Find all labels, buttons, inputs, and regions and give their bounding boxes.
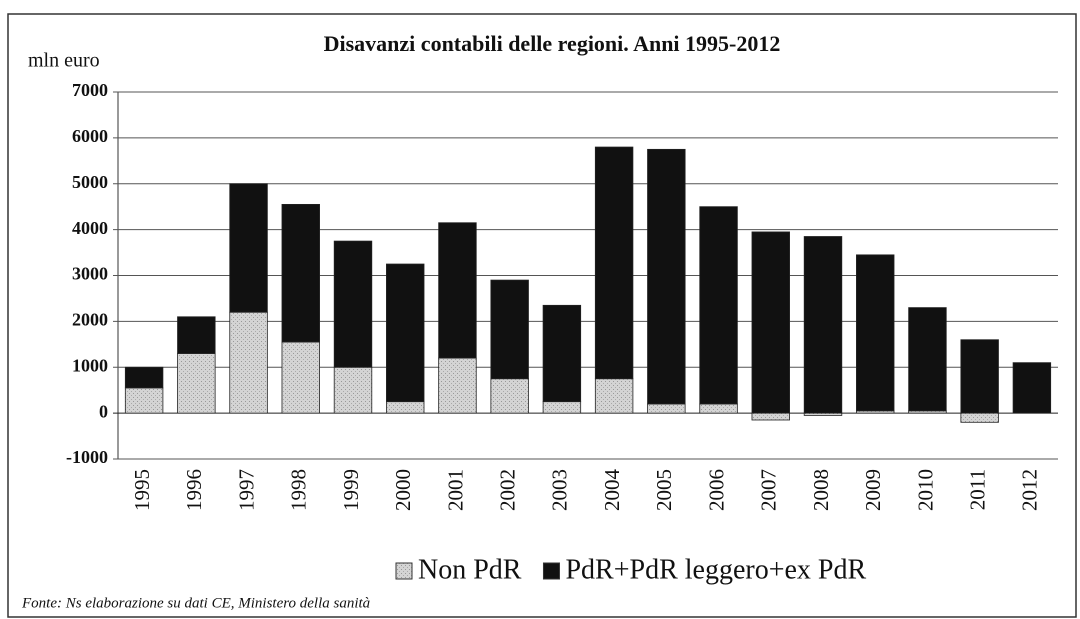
y-axis-label: mln euro bbox=[28, 50, 100, 72]
x-tick-label: 2005 bbox=[652, 469, 676, 511]
x-tick-label: 2007 bbox=[757, 469, 781, 511]
x-tick-label: 2011 bbox=[965, 469, 989, 510]
bar-segment bbox=[856, 254, 895, 412]
x-tick-label: 2001 bbox=[443, 469, 467, 511]
y-tick-label: 0 bbox=[99, 401, 108, 421]
bar-segment bbox=[594, 146, 634, 380]
bar-segment bbox=[438, 222, 477, 359]
bar-segment bbox=[542, 401, 582, 414]
bar-segment bbox=[594, 378, 634, 414]
bar-segment bbox=[542, 304, 582, 403]
bar-segment bbox=[438, 357, 477, 414]
frame bbox=[7, 13, 1077, 618]
bar-segment bbox=[386, 263, 425, 403]
y-tick-label: 1000 bbox=[72, 355, 108, 375]
x-tick-label: 1995 bbox=[130, 469, 154, 511]
y-tick-label: 7000 bbox=[72, 80, 108, 100]
legend-swatch bbox=[542, 562, 560, 580]
bar-segment bbox=[229, 311, 268, 414]
x-tick-label: 2009 bbox=[861, 469, 885, 511]
bar-segment bbox=[699, 206, 738, 405]
x-tick-label: 1999 bbox=[339, 469, 363, 511]
y-tick-label: 2000 bbox=[72, 310, 108, 330]
bar-segment bbox=[647, 403, 686, 414]
x-tick-label: 2003 bbox=[548, 469, 572, 511]
bar-segment bbox=[803, 236, 843, 414]
legend-label: Non PdR bbox=[418, 554, 522, 585]
x-tick-label: 2004 bbox=[600, 469, 624, 512]
bar-segment bbox=[490, 378, 529, 414]
bar-segment bbox=[490, 279, 529, 380]
legend-swatch bbox=[395, 562, 413, 580]
x-tick-label: 2010 bbox=[913, 469, 937, 511]
x-tick-label: 2006 bbox=[704, 469, 728, 511]
bar-segment bbox=[960, 339, 999, 414]
bar-segment bbox=[229, 183, 268, 313]
bar-segment bbox=[333, 240, 373, 368]
bar-segment bbox=[751, 231, 790, 414]
bar-segment bbox=[281, 203, 320, 343]
bar-segment bbox=[177, 316, 216, 354]
bar-segment bbox=[908, 307, 947, 412]
x-tick-label: 1996 bbox=[182, 469, 206, 511]
legend-label: PdR+PdR leggero+ex PdR bbox=[565, 554, 866, 585]
x-tick-label: 1998 bbox=[287, 469, 311, 511]
bar-segment bbox=[124, 366, 164, 389]
source-note: Fonte: Ns elaborazione su dati CE, Minis… bbox=[21, 595, 370, 611]
bar-segment bbox=[386, 401, 425, 414]
x-tick-label: 1997 bbox=[234, 469, 258, 511]
bar-segment bbox=[960, 412, 999, 423]
y-tick-label: 6000 bbox=[72, 126, 108, 146]
x-tick-label: 2012 bbox=[1018, 469, 1042, 511]
bar-segment bbox=[281, 341, 320, 414]
bar-segment bbox=[124, 387, 164, 414]
bar-segment bbox=[699, 403, 738, 414]
x-tick-label: 2008 bbox=[809, 469, 833, 511]
bar-segment bbox=[647, 148, 686, 405]
x-tick-label: 2000 bbox=[391, 469, 415, 511]
bar-segment bbox=[751, 412, 790, 421]
bar-segment bbox=[177, 353, 216, 414]
y-tick-label: -1000 bbox=[66, 447, 108, 467]
chart-title: Disavanzi contabili delle regioni. Anni … bbox=[324, 31, 781, 56]
y-tick-label: 4000 bbox=[72, 218, 108, 238]
x-tick-label: 2002 bbox=[495, 469, 519, 511]
y-tick-label: 3000 bbox=[72, 264, 108, 284]
bar-segment bbox=[1012, 362, 1052, 414]
bar-segment bbox=[333, 366, 373, 414]
y-tick-label: 5000 bbox=[72, 172, 108, 192]
